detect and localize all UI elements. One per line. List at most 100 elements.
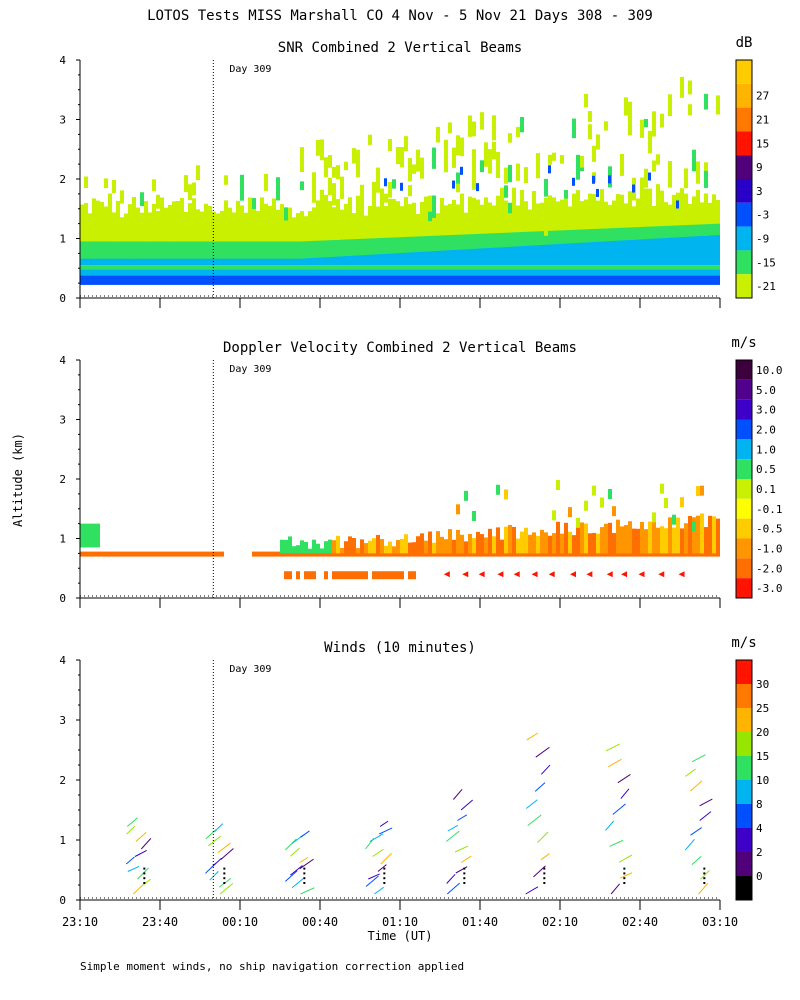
- velocity-cell: [708, 515, 712, 554]
- colorbar-label: -2.0: [756, 562, 783, 575]
- y-tick-label: 3: [59, 114, 66, 127]
- snr-cell: [488, 265, 492, 270]
- snr-cell: [140, 265, 144, 270]
- snr-cell: [540, 275, 544, 285]
- snr-cell: [320, 265, 324, 270]
- velocity-cell: [644, 551, 648, 557]
- velocity-cell: [396, 551, 400, 557]
- snr-cell: [192, 182, 196, 196]
- snr-cell: [108, 275, 112, 285]
- snr-cell: [604, 201, 608, 213]
- colorbar-label: -3.0: [756, 582, 783, 595]
- colorbar-unit: dB: [736, 35, 753, 51]
- colorbar-segment: [736, 756, 752, 780]
- snr-cell: [288, 239, 292, 259]
- velocity-cell: [544, 551, 548, 557]
- snr-cell: [108, 193, 112, 219]
- velocity-cell: [252, 551, 256, 557]
- snr-cell: [424, 275, 428, 285]
- snr-cell: [248, 269, 252, 276]
- snr-cell: [384, 265, 388, 270]
- snr-cell: [148, 212, 152, 242]
- y-tick-label: 2: [59, 774, 66, 787]
- snr-cell: [484, 226, 488, 249]
- snr-cell: [216, 269, 220, 276]
- y-tick-label: 4: [59, 354, 66, 367]
- velocity-cell: [340, 571, 344, 580]
- day-marker-label: Day 309: [229, 364, 271, 375]
- velocity-cell: [516, 538, 520, 554]
- snr-cell: [520, 117, 524, 133]
- snr-cell: [208, 206, 212, 242]
- velocity-cell: [488, 528, 492, 554]
- colorbar-label: 30: [756, 678, 769, 691]
- velocity-cell: [672, 514, 676, 525]
- velocity-cell: [388, 541, 392, 554]
- snr-cell: [184, 231, 188, 259]
- velocity-cell: [596, 533, 600, 554]
- colorbar-segment: [736, 399, 752, 420]
- snr-cell: [368, 134, 372, 145]
- snr-cell: [652, 234, 656, 266]
- snr-cell: [120, 190, 124, 204]
- snr-cell: [480, 160, 484, 173]
- snr-cell: [356, 275, 360, 285]
- snr-cell: [608, 265, 612, 270]
- wind-barb: [126, 825, 136, 835]
- snr-cell: [288, 275, 292, 285]
- velocity-cell: [428, 531, 432, 554]
- velocity-cell: [296, 545, 300, 554]
- snr-cell: [664, 202, 668, 226]
- velocity-cell: [576, 551, 580, 557]
- wind-barb: [526, 732, 539, 741]
- velocity-cell: [680, 497, 684, 508]
- snr-cell: [572, 240, 576, 266]
- velocity-cell: [156, 551, 160, 557]
- snr-cell: [272, 269, 276, 276]
- snr-cell: [584, 275, 588, 285]
- snr-cell: [376, 246, 380, 266]
- snr-cell: [148, 265, 152, 270]
- snr-cell: [716, 229, 720, 266]
- snr-cell: [372, 269, 376, 276]
- snr-cell: [400, 225, 404, 253]
- snr-cell: [172, 265, 176, 270]
- snr-cell: [408, 265, 412, 270]
- wind-barb: [379, 827, 393, 835]
- snr-cell: [644, 235, 648, 266]
- velocity-cell: [396, 540, 400, 554]
- snr-cell: [604, 275, 608, 285]
- snr-cell: [412, 265, 416, 270]
- snr-cell: [704, 162, 708, 171]
- snr-cell: [512, 236, 516, 266]
- velocity-cell: [80, 551, 84, 557]
- snr-cell: [604, 265, 608, 270]
- snr-cell: [280, 265, 284, 270]
- snr-cell: [616, 236, 620, 266]
- velocity-cell: [380, 571, 384, 580]
- velocity-cell: [256, 551, 260, 557]
- snr-cell: [132, 275, 136, 285]
- colorbar-label: -3: [756, 209, 769, 222]
- snr-cell: [628, 275, 632, 285]
- snr-cell: [276, 209, 280, 242]
- snr-cell: [144, 269, 148, 276]
- snr-cell: [692, 149, 696, 172]
- snr-cell: [116, 269, 120, 276]
- snr-cell: [264, 275, 268, 285]
- snr-cell: [220, 237, 224, 259]
- snr-cell: [656, 202, 660, 227]
- colorbar-label: 15: [756, 137, 769, 150]
- snr-cell: [716, 265, 720, 270]
- snr-cell: [692, 269, 696, 276]
- snr-cell: [140, 255, 144, 266]
- wind-dot: [623, 867, 626, 870]
- colorbar-unit: m/s: [731, 335, 756, 351]
- wind-barb: [684, 838, 695, 851]
- velocity-cell: [464, 551, 468, 557]
- snr-cell: [504, 269, 508, 276]
- snr-cell: [88, 237, 92, 259]
- snr-cell: [708, 202, 712, 225]
- snr-cell: [476, 199, 480, 234]
- velocity-cell: [692, 521, 696, 532]
